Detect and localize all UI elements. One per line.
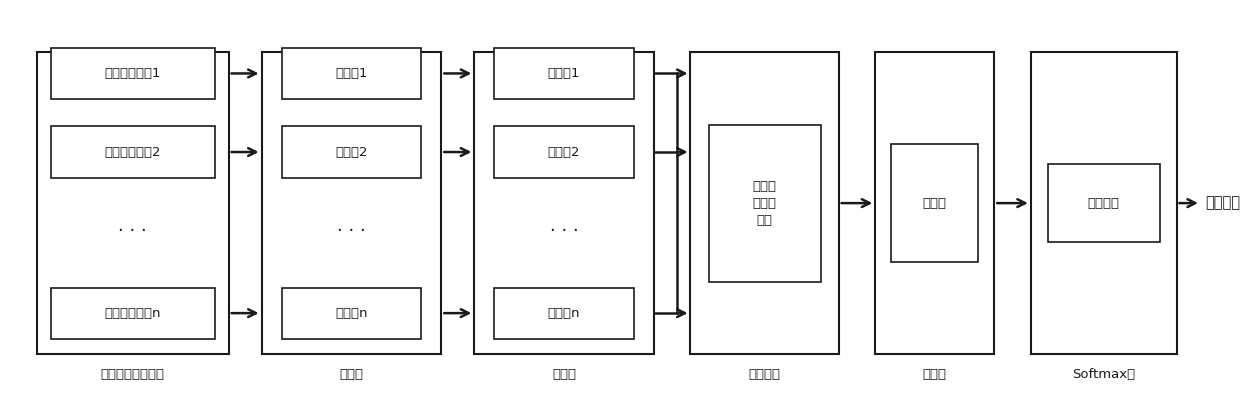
Bar (51, 127, 215, 178)
Bar (495, 127, 634, 178)
Text: 词嵌入1: 词嵌入1 (335, 67, 368, 80)
Text: 数据输入及预处理: 数据输入及预处理 (100, 368, 165, 381)
Text: 解码输出: 解码输出 (1087, 196, 1120, 209)
Text: 多源文本语料2: 多源文本语料2 (104, 145, 161, 158)
Bar (281, 127, 422, 178)
Text: 词嵌入n: 词嵌入n (335, 307, 368, 320)
Bar (51, 48, 215, 99)
Text: 拼接后
的编码
向量: 拼接后 的编码 向量 (753, 180, 776, 227)
Text: 多源文本语料1: 多源文本语料1 (104, 67, 161, 80)
Bar (691, 52, 838, 354)
Bar (875, 52, 994, 354)
Text: 解码器: 解码器 (923, 196, 946, 209)
Text: 多源文本语料n: 多源文本语料n (104, 307, 161, 320)
Bar (892, 144, 978, 262)
Bar (495, 48, 634, 99)
Text: 编码器1: 编码器1 (548, 67, 580, 80)
Text: 编码拼接: 编码拼接 (749, 368, 781, 381)
Bar (1048, 164, 1159, 242)
Text: 编码器n: 编码器n (548, 307, 580, 320)
Bar (281, 288, 422, 339)
Text: 解码层: 解码层 (923, 368, 946, 381)
Text: · · ·: · · · (549, 222, 579, 240)
Bar (51, 288, 215, 339)
Bar (709, 125, 821, 282)
Text: 编码器2: 编码器2 (548, 145, 580, 158)
Bar (37, 52, 228, 354)
Text: · · ·: · · · (337, 222, 366, 240)
Bar (474, 52, 653, 354)
Bar (495, 288, 634, 339)
Text: 词嵌入2: 词嵌入2 (335, 145, 368, 158)
Text: 编码层: 编码层 (552, 368, 577, 381)
Bar (262, 52, 441, 354)
Bar (1030, 52, 1177, 354)
Text: 预测标签: 预测标签 (1205, 196, 1240, 211)
Text: · · ·: · · · (118, 222, 148, 240)
Text: Softmax层: Softmax层 (1073, 368, 1135, 381)
Text: 词嵌入: 词嵌入 (340, 368, 363, 381)
Bar (281, 48, 422, 99)
